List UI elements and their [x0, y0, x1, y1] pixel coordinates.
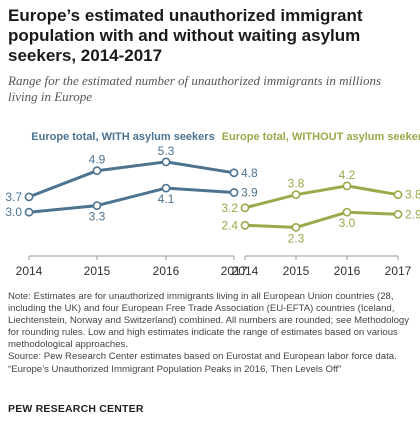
series-line-high	[243, 184, 400, 210]
series-line-low	[243, 210, 400, 229]
chart-subtitle: Range for the estimated number of unauth…	[8, 73, 382, 104]
data-point-low	[240, 220, 250, 230]
data-point-low	[393, 209, 403, 219]
report-title: “Europe’s Unauthorized Immigrant Populat…	[8, 363, 342, 375]
data-label-high: 4.8	[241, 166, 258, 180]
data-label-low: 3.9	[241, 186, 258, 200]
data-point-low	[342, 207, 352, 217]
data-point-low	[24, 207, 34, 217]
x-tick-label: 2017	[221, 264, 248, 278]
x-tick-label: 2014	[16, 264, 43, 278]
data-label-high: 3.8	[288, 177, 305, 191]
data-point-high	[92, 166, 102, 176]
panel-title: Europe total, WITHOUT asylum seekers	[222, 131, 420, 143]
data-point-high	[24, 192, 34, 202]
panel-title: Europe total, WITH asylum seekers	[31, 131, 214, 143]
chart-title: Europe’s estimated unauthorized immigran…	[8, 6, 363, 65]
data-label-low: 2.9	[405, 207, 420, 221]
data-label-high: 5.3	[158, 144, 175, 158]
data-point-high	[291, 190, 301, 200]
data-label-high: 4.2	[339, 168, 356, 182]
data-label-low: 4.1	[158, 192, 175, 206]
data-point-high	[229, 168, 239, 178]
data-label-low: 3.0	[339, 216, 356, 230]
chart-panel-without-asylum: Europe total, WITHOUT asylum seekers 2014…	[221, 131, 420, 278]
data-label-high: 4.9	[89, 153, 106, 167]
data-point-high	[393, 190, 403, 200]
x-tick-label: 2016	[334, 264, 361, 278]
data-label-high: 3.7	[5, 190, 22, 204]
source-text: Source: Pew Research Center estimates ba…	[8, 351, 397, 363]
x-tick-label: 2017	[385, 264, 412, 278]
data-point-low	[92, 201, 102, 210]
data-label-high: 3.8	[405, 188, 420, 202]
data-point-low	[161, 183, 171, 193]
data-point-high	[240, 203, 250, 213]
data-point-low	[291, 223, 301, 232]
data-label-low: 2.4	[221, 218, 238, 232]
x-tick-label: 2015	[283, 264, 310, 278]
data-point-low	[229, 188, 239, 197]
data-point-high	[342, 181, 352, 191]
data-label-low: 3.0	[5, 205, 22, 219]
x-tick-label: 2015	[84, 264, 111, 278]
data-label-low: 2.3	[288, 231, 305, 245]
data-point-high	[161, 157, 171, 167]
series-line-high	[27, 160, 236, 199]
x-tick-label: 2016	[153, 264, 180, 278]
notes-block: Note: Estimates are for unauthorized imm…	[8, 291, 414, 376]
x-tick-label: 2014	[232, 264, 259, 278]
series-line-low	[27, 186, 236, 214]
data-label-low: 3.3	[89, 210, 106, 224]
note-text: Note: Estimates are for unauthorized imm…	[8, 291, 410, 351]
pew-logo-text: PEW RESEARCH CENTER	[8, 403, 144, 415]
data-label-high: 3.2	[221, 201, 238, 215]
